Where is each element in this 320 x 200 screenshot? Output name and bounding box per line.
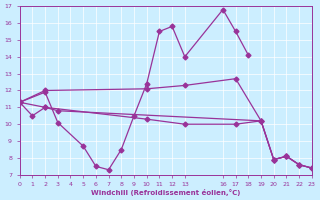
X-axis label: Windchill (Refroidissement éolien,°C): Windchill (Refroidissement éolien,°C) <box>91 189 240 196</box>
